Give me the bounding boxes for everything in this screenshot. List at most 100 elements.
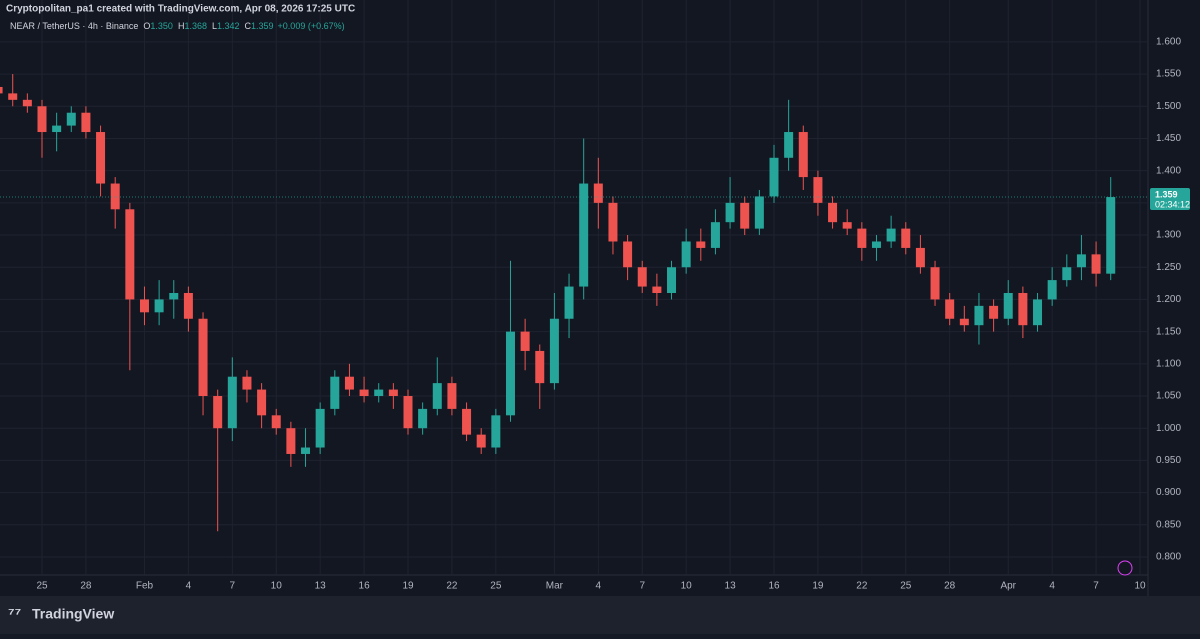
x-tick-label: 10 — [1134, 581, 1146, 592]
candle-body — [213, 396, 223, 429]
y-tick-label: 1.100 — [1156, 358, 1181, 369]
candle-body — [52, 125, 62, 133]
x-tick-label: 4 — [596, 581, 602, 592]
candle-body — [154, 299, 164, 313]
candle-body — [813, 177, 823, 203]
candle-body — [549, 318, 559, 384]
candle-body — [989, 305, 999, 319]
y-tick-label: 1.200 — [1156, 294, 1181, 305]
candle-body — [901, 228, 911, 248]
y-tick-label: 1.450 — [1156, 133, 1181, 144]
x-tick-label: 7 — [639, 581, 645, 592]
candle-body — [257, 389, 267, 416]
x-tick-label: 13 — [315, 581, 327, 592]
y-tick-label: 1.400 — [1156, 165, 1181, 176]
candle-body — [344, 376, 354, 390]
candle-body — [37, 106, 47, 133]
y-tick-label: 1.150 — [1156, 326, 1181, 337]
x-tick-label: 22 — [856, 581, 868, 592]
candle-body — [769, 157, 779, 197]
candle-body — [0, 86, 3, 94]
y-tick-label: 0.900 — [1156, 487, 1181, 498]
candle-body — [842, 222, 852, 229]
y-tick-label: 1.250 — [1156, 262, 1181, 273]
candle-body — [110, 183, 120, 210]
candles — [0, 74, 1116, 532]
y-tick-label: 1.000 — [1156, 423, 1181, 434]
candle-body — [959, 318, 969, 326]
ohlc-key: O — [143, 21, 150, 31]
x-tick-label: 10 — [271, 581, 283, 592]
candle-body — [871, 241, 881, 248]
candle-body — [242, 376, 252, 390]
candle-body — [1062, 267, 1072, 281]
candle-body — [418, 408, 428, 429]
candle-body — [564, 286, 574, 319]
x-tick-label: 16 — [359, 581, 371, 592]
candle-body — [637, 267, 647, 287]
candle-body — [125, 209, 135, 300]
last-price-tag — [1150, 188, 1190, 211]
candle-body — [183, 292, 193, 319]
symbol: NEAR / TetherUS · 4h · Binance — [10, 21, 138, 31]
x-tick-label: 10 — [681, 581, 693, 592]
last-price-label: 1.359 — [1155, 189, 1178, 199]
ohlc-value: 1.368 — [184, 21, 207, 31]
candle-body — [623, 241, 633, 268]
candle-body — [710, 222, 720, 248]
x-tick-label: 28 — [944, 581, 956, 592]
y-tick-label: 0.950 — [1156, 455, 1181, 466]
candle-body — [681, 241, 691, 268]
x-tick-label: 28 — [80, 581, 92, 592]
alert-icon[interactable] — [1117, 560, 1133, 576]
x-tick-label: 4 — [1049, 581, 1055, 592]
ohlc-key: L — [212, 21, 217, 31]
ohlc-value: 1.359 — [251, 21, 274, 31]
countdown: 02:34:12 — [1155, 199, 1190, 209]
candle-body — [784, 132, 794, 158]
ohlc-key: H — [178, 21, 185, 31]
candle-body — [227, 376, 237, 429]
candle-body — [828, 202, 838, 223]
x-tick-label: 25 — [490, 581, 502, 592]
candle-body — [1018, 292, 1028, 326]
candle-body — [66, 112, 76, 126]
x-tick-label: 4 — [186, 581, 192, 592]
candle-body — [696, 241, 706, 248]
candle-body — [593, 183, 603, 203]
x-tick-label: 7 — [1093, 581, 1099, 592]
x-tick-label: 7 — [230, 581, 236, 592]
y-tick-label: 1.050 — [1156, 391, 1181, 402]
candle-body — [1033, 299, 1043, 326]
x-tick-label: Apr — [1000, 581, 1016, 592]
y-tick-label: 1.500 — [1156, 101, 1181, 112]
x-tick-label: 13 — [725, 581, 737, 592]
y-tick-label: 1.550 — [1156, 69, 1181, 80]
candle-body — [1091, 254, 1101, 274]
candle-body — [462, 408, 472, 435]
ohlc-key: C — [245, 21, 252, 31]
candle-body — [579, 183, 589, 287]
candle-body — [740, 202, 750, 229]
candle-body — [667, 267, 677, 293]
candle-body — [330, 376, 340, 409]
candle-body — [388, 389, 398, 397]
candle-body — [81, 112, 91, 133]
x-tick-label: 25 — [900, 581, 912, 592]
candle-body — [96, 132, 106, 184]
ohlc-value: 1.342 — [217, 21, 240, 31]
candle-body — [301, 447, 311, 454]
y-tick-label: 1.600 — [1156, 37, 1181, 48]
grid — [0, 0, 1148, 575]
candle-body — [1076, 254, 1086, 268]
candle-body — [8, 93, 18, 100]
candle-body — [754, 196, 764, 229]
footer-bar — [0, 596, 1200, 634]
brand-logo: ⁷⁷ — [8, 606, 21, 623]
candle-body — [1106, 197, 1116, 274]
credit: Cryptopolitan_pa1 created with TradingVi… — [6, 4, 355, 15]
candle-body — [520, 331, 530, 351]
